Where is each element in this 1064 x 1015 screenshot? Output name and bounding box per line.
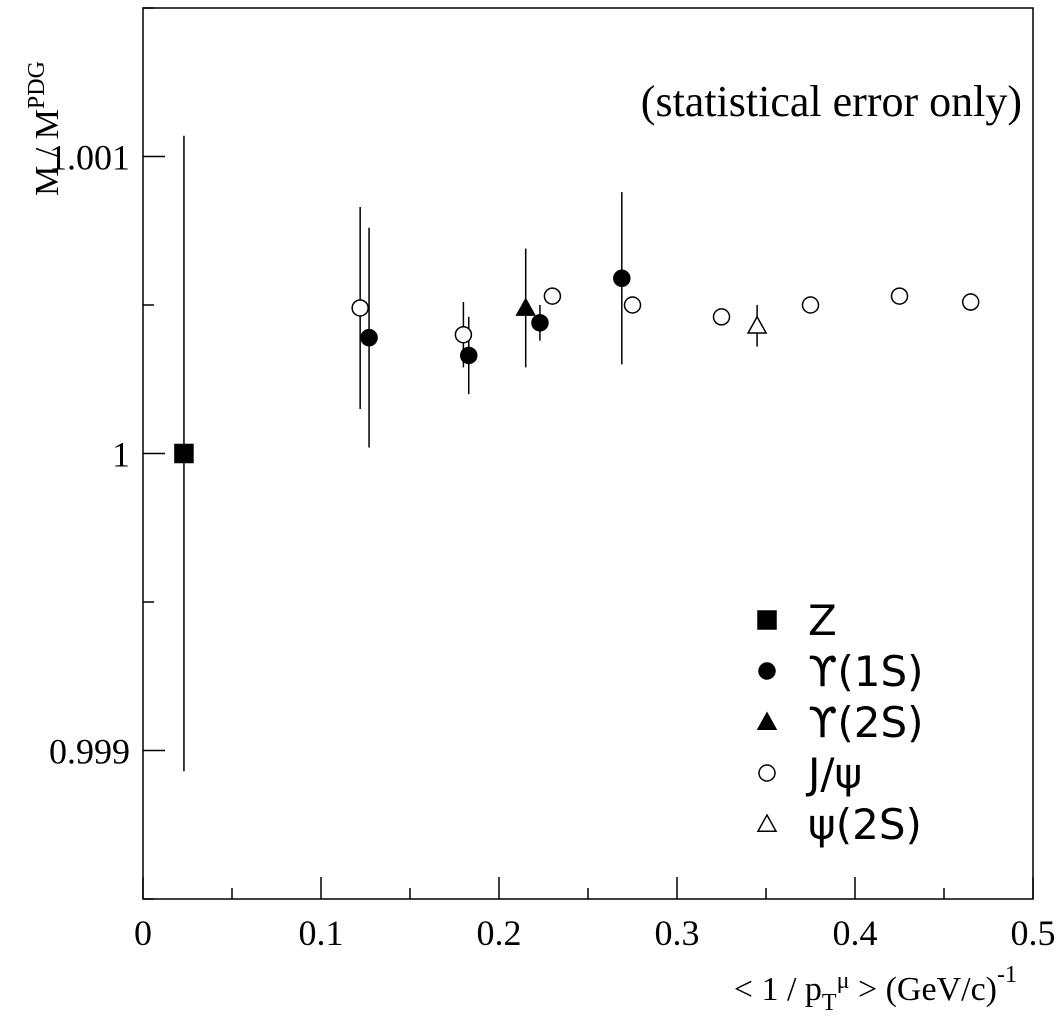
data-point [174, 443, 194, 464]
x-axis-label: < 1 / pTμ > (GeV/c)-1 [734, 962, 1017, 1015]
legend-label: ϒ(1S) [808, 647, 924, 696]
data-point [623, 296, 642, 314]
tick-labels: 0 0.1 0.2 0.3 0.4 0.5 0.999 1 1.001 [49, 138, 1056, 954]
data-point [801, 296, 820, 314]
x-axis-label-sub: T [822, 990, 837, 1015]
plot-frame [142, 7, 1034, 900]
annotation-label: (statistical error only) [641, 77, 1022, 126]
x-tick-label: 0.5 [1011, 913, 1056, 953]
x-tick-label: 0.2 [477, 913, 522, 953]
data-point [515, 297, 536, 316]
x-axis-label-exp: -1 [997, 962, 1017, 988]
legend-label: ϒ(2S) [808, 698, 924, 747]
legend-marker [757, 610, 777, 630]
data-point [531, 314, 549, 332]
data-point [454, 325, 473, 344]
data-point [351, 299, 369, 317]
x-axis-label-mu: μ [837, 968, 850, 994]
legend-marker [756, 813, 778, 832]
y-tick-label: 1.001 [49, 138, 130, 178]
legend-marker [758, 764, 776, 782]
data-point [360, 328, 378, 347]
legend: Zϒ(1S)ϒ(2S)J/ψψ(2S) [756, 596, 924, 849]
x-tick-label: 0.3 [655, 913, 700, 953]
legend-marker [758, 662, 776, 680]
y-axis-label-sup: PDG [24, 61, 50, 109]
data-point [459, 346, 478, 365]
legend-label: J/ψ [805, 749, 862, 798]
data-point [613, 269, 631, 288]
data-points [174, 135, 980, 772]
y-axis-label-main: M / M [29, 109, 66, 196]
x-tick-label: 0.4 [833, 913, 878, 953]
data-point [746, 315, 768, 334]
legend-label: Z [808, 596, 837, 645]
y-tick-label: 0.999 [49, 732, 130, 772]
legend-label: ψ(2S) [808, 800, 922, 849]
data-point [890, 287, 909, 305]
legend-marker [756, 711, 778, 730]
x-tick-label: 0.1 [299, 913, 344, 953]
data-point [543, 287, 562, 305]
data-point [712, 308, 731, 326]
y-axis-label: M / MPDG [24, 61, 66, 196]
y-tick-label: 1 [112, 435, 130, 475]
x-axis-label-pre: < 1 / p [734, 971, 822, 1008]
data-point [961, 293, 980, 311]
x-axis-label-post: > (GeV/c) [849, 971, 997, 1008]
x-tick-label: 0 [134, 913, 152, 953]
axis-ticks [142, 7, 1034, 900]
